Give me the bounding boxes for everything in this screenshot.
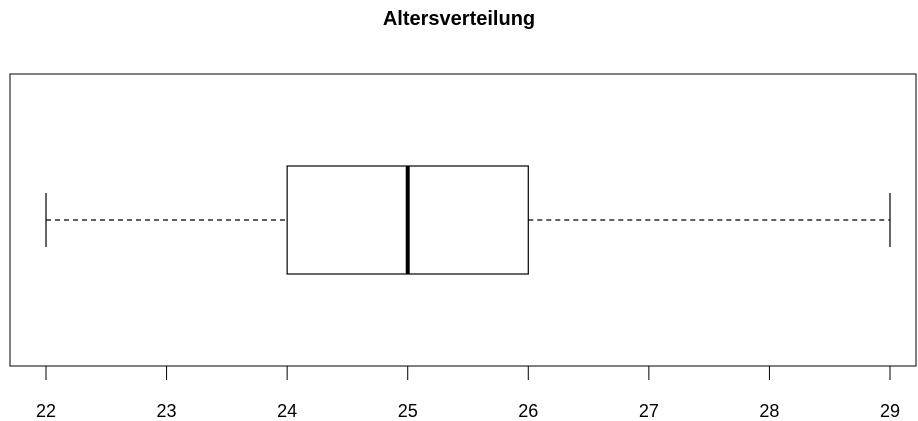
x-tick-label: 29 <box>880 401 900 421</box>
x-axis-ticks: 22 23 24 25 26 27 28 29 <box>36 366 900 421</box>
x-tick-label: 24 <box>277 401 297 421</box>
chart-title: Altersverteilung <box>382 8 536 30</box>
box-plot <box>45 165 891 275</box>
x-tick-label: 28 <box>759 401 779 421</box>
x-tick-label: 27 <box>639 401 659 421</box>
x-tick-label: 22 <box>36 401 56 421</box>
x-tick-label: 25 <box>398 401 418 421</box>
x-tick-label: 26 <box>518 401 538 421</box>
x-tick-label: 23 <box>157 401 177 421</box>
